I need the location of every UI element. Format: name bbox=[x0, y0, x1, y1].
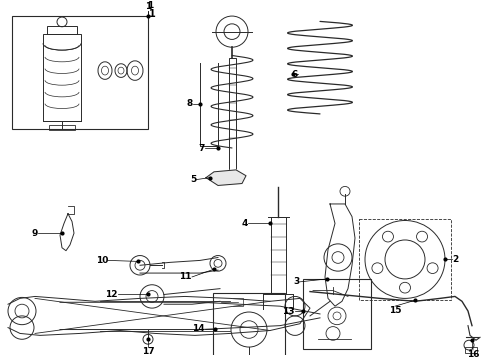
Bar bbox=[47, 26, 77, 33]
Text: 6: 6 bbox=[292, 70, 298, 79]
Bar bbox=[270, 217, 286, 294]
Text: 7: 7 bbox=[198, 144, 205, 153]
Text: 8: 8 bbox=[187, 99, 193, 108]
Bar bbox=[12, 16, 148, 129]
Text: 1: 1 bbox=[145, 2, 151, 11]
Text: 2: 2 bbox=[452, 255, 458, 264]
Text: 12: 12 bbox=[105, 290, 118, 299]
Text: 14: 14 bbox=[193, 324, 205, 333]
Bar bbox=[359, 219, 451, 300]
Bar bbox=[213, 293, 285, 356]
Text: 15: 15 bbox=[389, 306, 401, 315]
Text: 4: 4 bbox=[242, 219, 248, 228]
Text: 11: 11 bbox=[179, 273, 192, 282]
Text: 16: 16 bbox=[467, 350, 479, 359]
Text: 3: 3 bbox=[294, 277, 300, 286]
Bar bbox=[43, 33, 81, 121]
Bar bbox=[49, 125, 75, 130]
Bar bbox=[228, 58, 236, 175]
Text: 13: 13 bbox=[283, 307, 295, 316]
Polygon shape bbox=[206, 170, 246, 185]
Bar bbox=[465, 347, 477, 353]
Text: 1: 1 bbox=[148, 9, 155, 19]
Text: 1: 1 bbox=[147, 1, 153, 10]
Text: 5: 5 bbox=[190, 175, 196, 184]
Text: 9: 9 bbox=[32, 229, 38, 238]
Text: 17: 17 bbox=[142, 347, 154, 356]
Text: 10: 10 bbox=[96, 256, 108, 265]
Bar bbox=[303, 279, 371, 349]
